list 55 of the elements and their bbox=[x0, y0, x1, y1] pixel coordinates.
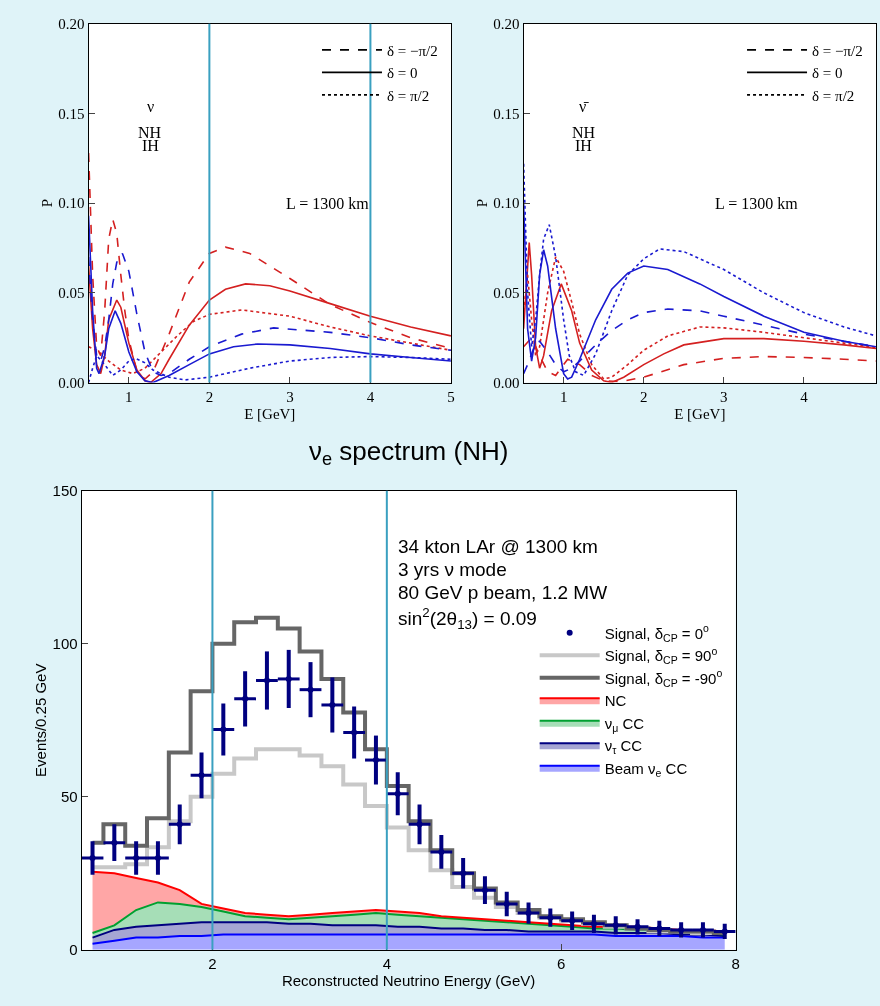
legend-label: ν$_{τ}$ CC bbox=[604, 737, 643, 757]
y-axis-title: Events/0.25 GeV bbox=[31, 663, 49, 777]
y-tick-label: 50 bbox=[60, 788, 78, 806]
legend-label: Beam ν$_{e}$ CC bbox=[604, 759, 688, 779]
y-axis-title: P bbox=[473, 198, 490, 208]
y-tick-label: 0.20 bbox=[493, 16, 520, 32]
x-tick-label: 6 bbox=[557, 954, 566, 972]
annotation: L = 1300 km bbox=[286, 195, 370, 212]
y-tick-label: 0.10 bbox=[58, 195, 85, 212]
x-tick-label: 4 bbox=[382, 954, 392, 972]
x-tick-label: 4 bbox=[366, 388, 375, 405]
legend-label: Signal, δ$_{CP}$ = 90$^{o}$ bbox=[604, 644, 718, 667]
legend-label: δ = π/2 bbox=[812, 87, 855, 104]
x-tick-label: 4 bbox=[800, 388, 809, 405]
y-tick-label: 0.05 bbox=[58, 285, 85, 302]
legend-label: Signal, δ$_{CP}$ = -90$^{o}$ bbox=[604, 667, 723, 689]
y-tick-label: 0.05 bbox=[493, 285, 520, 302]
annotation: 3 yrs ν mode bbox=[398, 559, 507, 580]
annotation: 80 GeV p beam, 1.2 MW bbox=[398, 582, 608, 603]
y-tick-label: 0.20 bbox=[58, 16, 85, 32]
legend-label: δ = −π/2 bbox=[812, 42, 863, 59]
y-tick-label: 0.10 bbox=[493, 195, 520, 212]
y-tick-label: 0.15 bbox=[58, 105, 85, 122]
legend-label: ν$_{μ}$ CC bbox=[604, 714, 645, 734]
y-tick-label: 0 bbox=[69, 941, 78, 959]
y-tick-label: 100 bbox=[52, 635, 78, 653]
legend-label: Signal, δ$_{CP}$ = 0$^{o}$ bbox=[604, 622, 710, 644]
legend-label: δ = π/2 bbox=[386, 87, 430, 104]
legend-label: δ = 0 bbox=[812, 65, 843, 82]
annotation: ν bbox=[147, 98, 155, 115]
annotation: L = 1300 km bbox=[715, 195, 799, 212]
y-tick-label: 0.15 bbox=[493, 105, 520, 122]
x-tick-label: 2 bbox=[208, 954, 217, 972]
y-axis-title: P bbox=[38, 198, 55, 208]
x-tick-label: 2 bbox=[205, 388, 214, 405]
y-tick-label: 150 bbox=[52, 481, 78, 499]
annotation: ν̄ bbox=[579, 98, 590, 115]
x-axis-title: Reconstructed Neutrino Energy (GeV) bbox=[281, 971, 536, 989]
annotation: sin$^{2}$(2θ$_{13}$) = 0.09 bbox=[398, 605, 537, 632]
x-tick-label: 3 bbox=[720, 388, 728, 405]
x-tick-label: 5 bbox=[447, 388, 455, 405]
y-tick-label: 0.00 bbox=[58, 374, 85, 391]
x-axis-title: E [GeV] bbox=[674, 405, 726, 422]
legend-label: δ = 0 bbox=[386, 65, 418, 82]
x-tick-label: 8 bbox=[731, 954, 740, 972]
legend-label: NC bbox=[604, 692, 627, 710]
x-axis-title: E [GeV] bbox=[244, 405, 296, 422]
x-tick-label: 1 bbox=[125, 388, 133, 405]
x-tick-label: 1 bbox=[559, 388, 568, 405]
y-tick-label: 0.00 bbox=[493, 374, 520, 391]
x-tick-label: 3 bbox=[286, 388, 294, 405]
chart-title: ν$_{e}$ spectrum (NH) bbox=[309, 436, 509, 470]
annotation: 34 kton LAr @ 1300 km bbox=[398, 536, 598, 557]
legend-label: δ = −π/2 bbox=[386, 42, 438, 59]
x-tick-label: 2 bbox=[639, 388, 648, 405]
